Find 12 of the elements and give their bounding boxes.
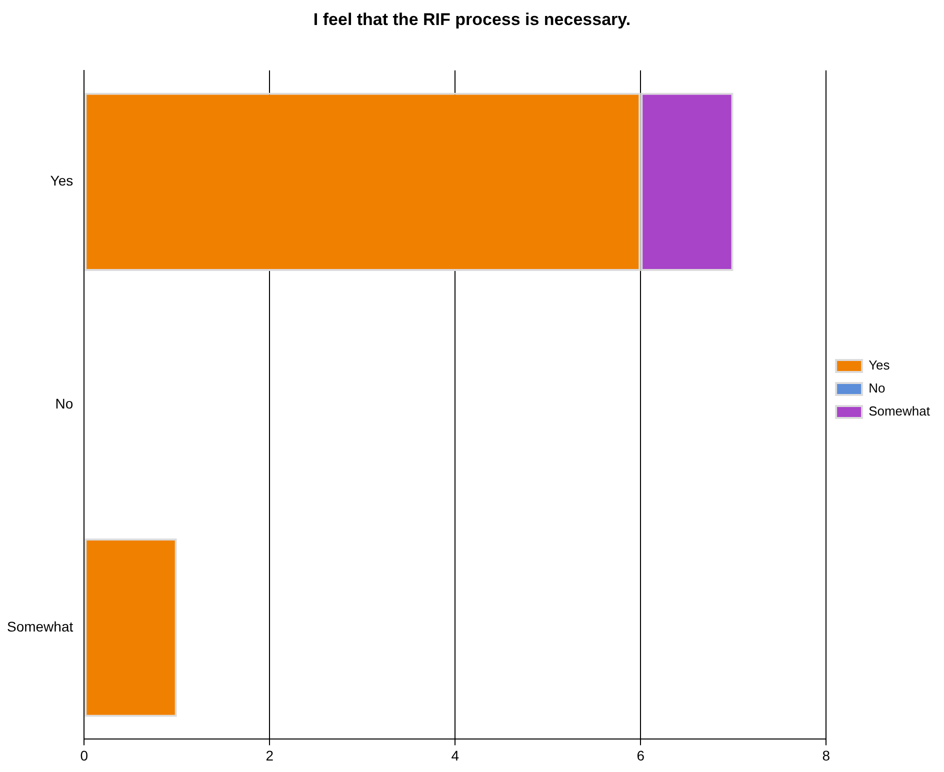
x-tick-label: 0: [80, 747, 88, 764]
chart-title: I feel that the RIF process is necessary.: [313, 10, 631, 29]
x-tick-label: 6: [636, 747, 645, 764]
y-tick-label: Somewhat: [6, 618, 74, 635]
y-tick-label: Yes: [50, 172, 74, 189]
legend-label: Yes: [868, 358, 890, 373]
x-tick-label: 2: [266, 747, 274, 764]
x-tick-label: 4: [451, 747, 460, 764]
legend-label: No: [868, 380, 886, 396]
y-tick-label: No: [55, 396, 74, 412]
legend-label: Somewhat: [868, 404, 930, 419]
x-tick-label: 8: [822, 747, 830, 764]
